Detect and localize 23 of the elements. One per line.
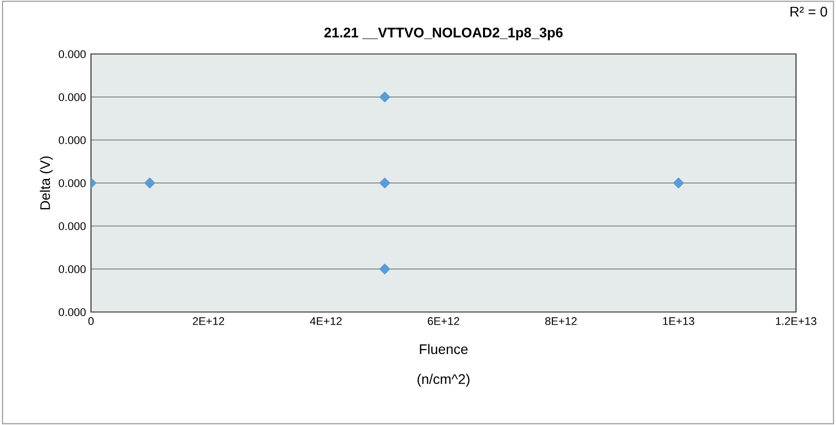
x-tick-label: 1E+13 (663, 317, 694, 326)
point (379, 92, 390, 102)
text: Fluence (n/cm^2) (418, 344, 470, 387)
y-tick-label: 0.000 (58, 222, 86, 230)
point (379, 178, 390, 188)
y-tick-label: 0.000 (58, 179, 86, 188)
y-tick-label: 0.000 (58, 93, 86, 102)
y-tick-label: 0.000 (58, 308, 86, 316)
y-tick-label: 0.000 (58, 265, 86, 274)
y-tick-label: 0.000 (58, 50, 86, 58)
x-tick-label: 2E+12 (192, 317, 224, 325)
x-tick-label: 6E+12 (428, 317, 460, 326)
x-tick-label: 8E+12 (545, 317, 577, 326)
text: R² = 0 (790, 6, 828, 17)
point (673, 178, 684, 188)
y-tick-label: 0.000 (58, 136, 86, 144)
x-tick-label: 0 (88, 317, 94, 326)
point (379, 264, 390, 274)
y-axis-title: Delta (V) (40, 156, 53, 210)
x-tick-label: 4E+12 (310, 317, 342, 325)
x-tick-label: 1.2E+13 (776, 317, 816, 326)
chart-title: 21.21 __VTTVO_NOLOAD2_1p8_3p6 (324, 28, 563, 40)
point (144, 178, 156, 188)
